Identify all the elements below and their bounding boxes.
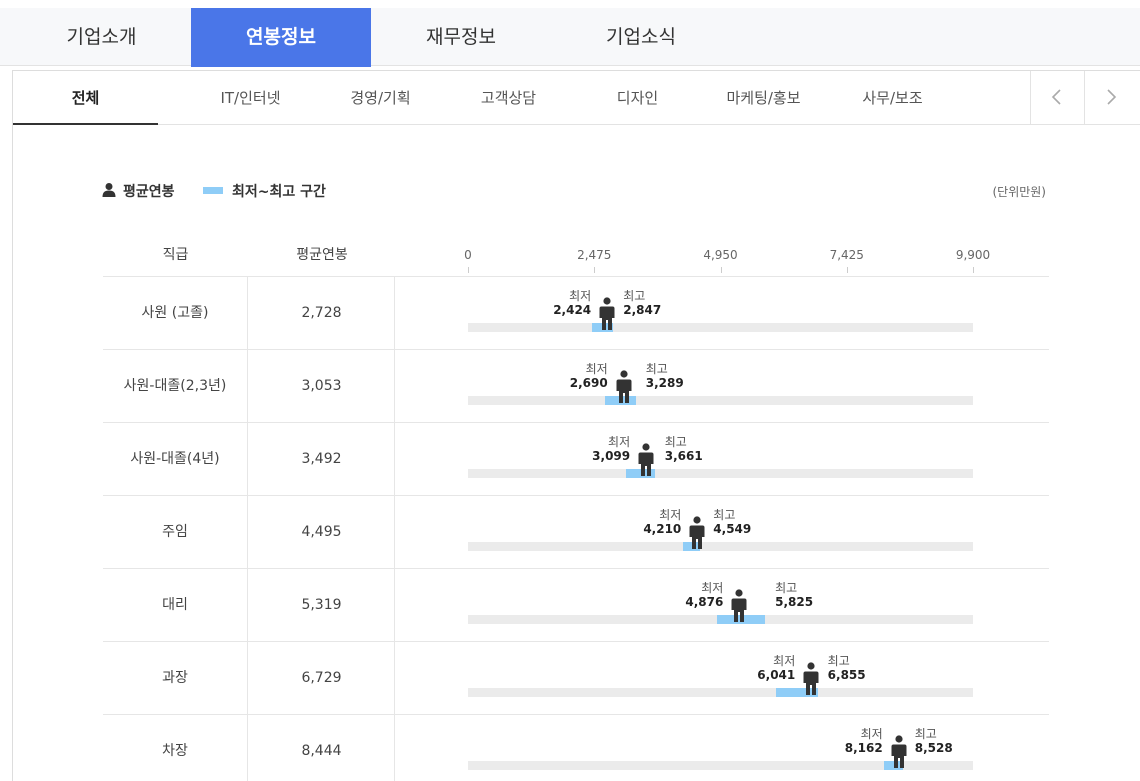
rank-label: 주임 bbox=[103, 496, 248, 568]
min-salary-label: 최저 4,210 bbox=[643, 508, 682, 536]
legend-range: 최저~최고 구간 bbox=[203, 181, 326, 203]
salary-range-bar bbox=[682, 542, 701, 551]
rank-label: 과장 bbox=[103, 642, 248, 714]
legend-average-label: 평균연봉 bbox=[123, 184, 175, 200]
job-category-tabs: 전체 IT/인터넷 경영/기획 고객상담 디자인 마케팅/홍보 사무/보조 bbox=[13, 71, 1140, 125]
min-salary-label: 최저 8,162 bbox=[844, 727, 883, 755]
rank-label: 사원 (고졸) bbox=[103, 277, 248, 349]
tab-company-news[interactable]: 기업소식 bbox=[606, 26, 676, 48]
average-salary-value: 2,728 bbox=[249, 277, 395, 349]
header-rank: 직급 bbox=[162, 247, 189, 263]
subtab-design[interactable]: 디자인 bbox=[616, 89, 659, 107]
person-icon bbox=[102, 183, 116, 197]
max-salary-label: 최고 4,549 bbox=[713, 508, 752, 536]
axis-tick-mark bbox=[720, 267, 722, 273]
axis-tick-label: 0 bbox=[464, 248, 472, 262]
average-person-marker bbox=[730, 589, 748, 623]
table-row: 사원-대졸(2,3년) 3,053 최저 2,690 최고 3,289 bbox=[103, 350, 1049, 423]
company-tabs: 기업소개 연봉정보 재무정보 기업소식 bbox=[0, 8, 1140, 67]
axis-tick-mark bbox=[594, 267, 596, 273]
subtab-customer-service[interactable]: 고객상담 bbox=[480, 89, 537, 107]
table-row: 과장 6,729 최저 6,041 최고 6,855 bbox=[103, 642, 1049, 715]
salary-range-bar bbox=[884, 761, 903, 770]
salary-track bbox=[468, 688, 973, 697]
subtab-marketing[interactable]: 마케팅/홍보 bbox=[726, 89, 801, 107]
average-salary-value: 3,053 bbox=[249, 350, 395, 422]
axis-tick-mark bbox=[846, 267, 848, 273]
max-salary-label: 최고 3,661 bbox=[664, 435, 703, 463]
axis-tick-label: 4,950 bbox=[703, 248, 738, 262]
rank-label: 대리 bbox=[103, 569, 248, 641]
rank-label: 사원-대졸(2,3년) bbox=[103, 350, 248, 422]
subtab-management[interactable]: 경영/기획 bbox=[350, 89, 411, 107]
tab-salary-info[interactable]: 연봉정보 bbox=[191, 8, 371, 67]
average-person-marker bbox=[637, 443, 655, 477]
average-person-marker bbox=[890, 735, 908, 769]
salary-range-bar bbox=[626, 469, 655, 478]
legend-range-label: 최저~최고 구간 bbox=[232, 184, 326, 200]
rank-label: 차장 bbox=[103, 715, 248, 781]
salary-track bbox=[468, 761, 973, 770]
salary-track bbox=[468, 542, 973, 551]
min-salary-label: 최저 3,099 bbox=[592, 435, 631, 463]
table-row: 차장 8,444 최저 8,162 최고 8,528 bbox=[103, 715, 1049, 781]
table-row: 사원-대졸(4년) 3,492 최저 3,099 최고 3,661 bbox=[103, 423, 1049, 496]
next-tab-button[interactable] bbox=[1084, 71, 1138, 125]
average-person-marker bbox=[802, 662, 820, 696]
min-salary-label: 최저 2,424 bbox=[553, 289, 592, 317]
table-row: 사원 (고졸) 2,728 최저 2,424 최고 2,847 bbox=[103, 277, 1049, 350]
average-person-marker bbox=[615, 370, 633, 404]
table-header: 직급 평균연봉 0 2,475 4,950 7,425 9,900 bbox=[103, 243, 1049, 277]
min-salary-label: 최저 6,041 bbox=[757, 654, 796, 682]
chart-legend: 평균연봉 최저~최고 구간 bbox=[101, 181, 501, 203]
min-salary-label: 최저 2,690 bbox=[569, 362, 608, 390]
average-salary-value: 5,319 bbox=[249, 569, 395, 641]
chevron-left-icon bbox=[1051, 89, 1061, 105]
rank-label: 사원-대졸(4년) bbox=[103, 423, 248, 495]
unit-label: (단위만원) bbox=[992, 185, 1046, 199]
axis-tick-label: 9,900 bbox=[955, 248, 991, 262]
max-salary-label: 최고 8,528 bbox=[914, 727, 953, 755]
subtab-it-internet[interactable]: IT/인터넷 bbox=[220, 89, 281, 107]
salary-track bbox=[468, 396, 973, 405]
axis-tick-mark bbox=[973, 267, 974, 273]
axis-tick-mark bbox=[468, 267, 469, 273]
salary-card: 전체 IT/인터넷 경영/기획 고객상담 디자인 마케팅/홍보 사무/보조 평균… bbox=[12, 70, 1140, 781]
average-salary-value: 8,444 bbox=[249, 715, 395, 781]
axis-tick-label: 2,475 bbox=[577, 248, 612, 262]
salary-track bbox=[468, 469, 973, 478]
legend-range-swatch bbox=[203, 187, 223, 194]
max-salary-label: 최고 2,847 bbox=[623, 289, 662, 317]
table-row: 대리 5,319 최저 4,876 최고 5,825 bbox=[103, 569, 1049, 642]
table-row: 주임 4,495 최저 4,210 최고 4,549 bbox=[103, 496, 1049, 569]
tab-company-intro[interactable]: 기업소개 bbox=[66, 26, 137, 48]
tab-financial-info[interactable]: 재무정보 bbox=[426, 26, 496, 48]
average-person-marker bbox=[688, 516, 706, 550]
max-salary-label: 최고 3,289 bbox=[645, 362, 684, 390]
axis-tick-label: 7,425 bbox=[829, 248, 864, 262]
average-salary-value: 3,492 bbox=[249, 423, 395, 495]
chevron-right-icon bbox=[1107, 89, 1117, 105]
average-salary-value: 4,495 bbox=[249, 496, 395, 568]
salary-range-bar bbox=[776, 688, 818, 697]
max-salary-label: 최고 5,825 bbox=[775, 581, 814, 609]
salary-track bbox=[468, 323, 973, 332]
subtab-all[interactable]: 전체 bbox=[13, 71, 158, 125]
header-average: 평균연봉 bbox=[296, 247, 348, 263]
subtab-office-support[interactable]: 사무/보조 bbox=[862, 89, 923, 107]
min-salary-label: 최저 4,876 bbox=[685, 581, 724, 609]
max-salary-label: 최고 6,855 bbox=[827, 654, 866, 682]
prev-tab-button[interactable] bbox=[1030, 71, 1084, 125]
average-salary-value: 6,729 bbox=[249, 642, 395, 714]
legend-average: 평균연봉 bbox=[101, 181, 175, 203]
average-person-marker bbox=[598, 297, 616, 331]
